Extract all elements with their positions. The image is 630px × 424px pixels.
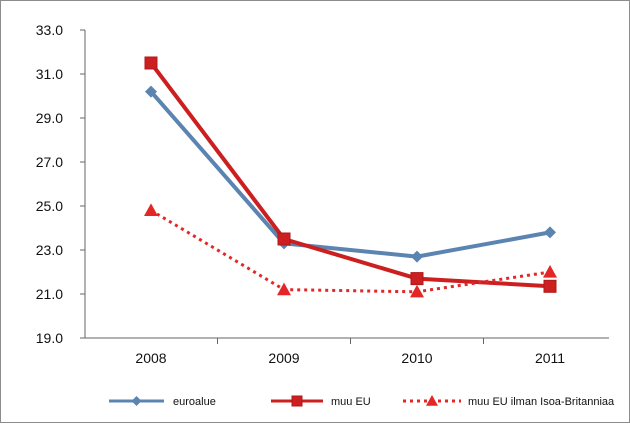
y-tick-label: 21.0 (36, 286, 63, 302)
data-point-0-3 (544, 226, 556, 239)
x-tick-label: 2008 (135, 350, 166, 366)
data-point-0-0 (145, 85, 157, 98)
y-tick-label: 23.0 (36, 242, 63, 258)
legend-marker-1 (291, 395, 303, 407)
legend-marker-2 (426, 395, 438, 406)
data-point-2-2 (410, 284, 424, 298)
data-point-2-3 (543, 265, 557, 278)
y-tick-label: 31.0 (36, 66, 63, 82)
x-tick-label: 2009 (268, 350, 299, 366)
x-tick-label: 2011 (535, 350, 565, 366)
series-line-0 (149, 90, 551, 259)
data-point-0-2 (411, 250, 423, 263)
y-tick-label: 25.0 (36, 198, 63, 214)
legend-label: muu EU ilman Isoa-Britanniaa (468, 396, 615, 408)
series-line-2 (150, 209, 551, 294)
data-point-2-1 (277, 282, 291, 296)
data-point-1-3 (543, 279, 557, 293)
data-point-1-2 (410, 272, 424, 286)
series-line-1 (149, 61, 551, 289)
legend-marker-0 (131, 396, 142, 406)
data-point-2-0 (144, 203, 158, 216)
y-tick-label: 19.0 (36, 330, 63, 346)
y-tick-label: 27.0 (36, 154, 63, 170)
legend-label: muu EU (331, 396, 371, 408)
legend-label: euroalue (173, 396, 216, 408)
data-point-1-1 (277, 232, 291, 246)
y-tick-label: 29.0 (36, 110, 63, 126)
x-tick-label: 2010 (401, 350, 432, 366)
y-tick-label: 33.0 (36, 22, 63, 38)
data-point-1-0 (144, 56, 158, 70)
